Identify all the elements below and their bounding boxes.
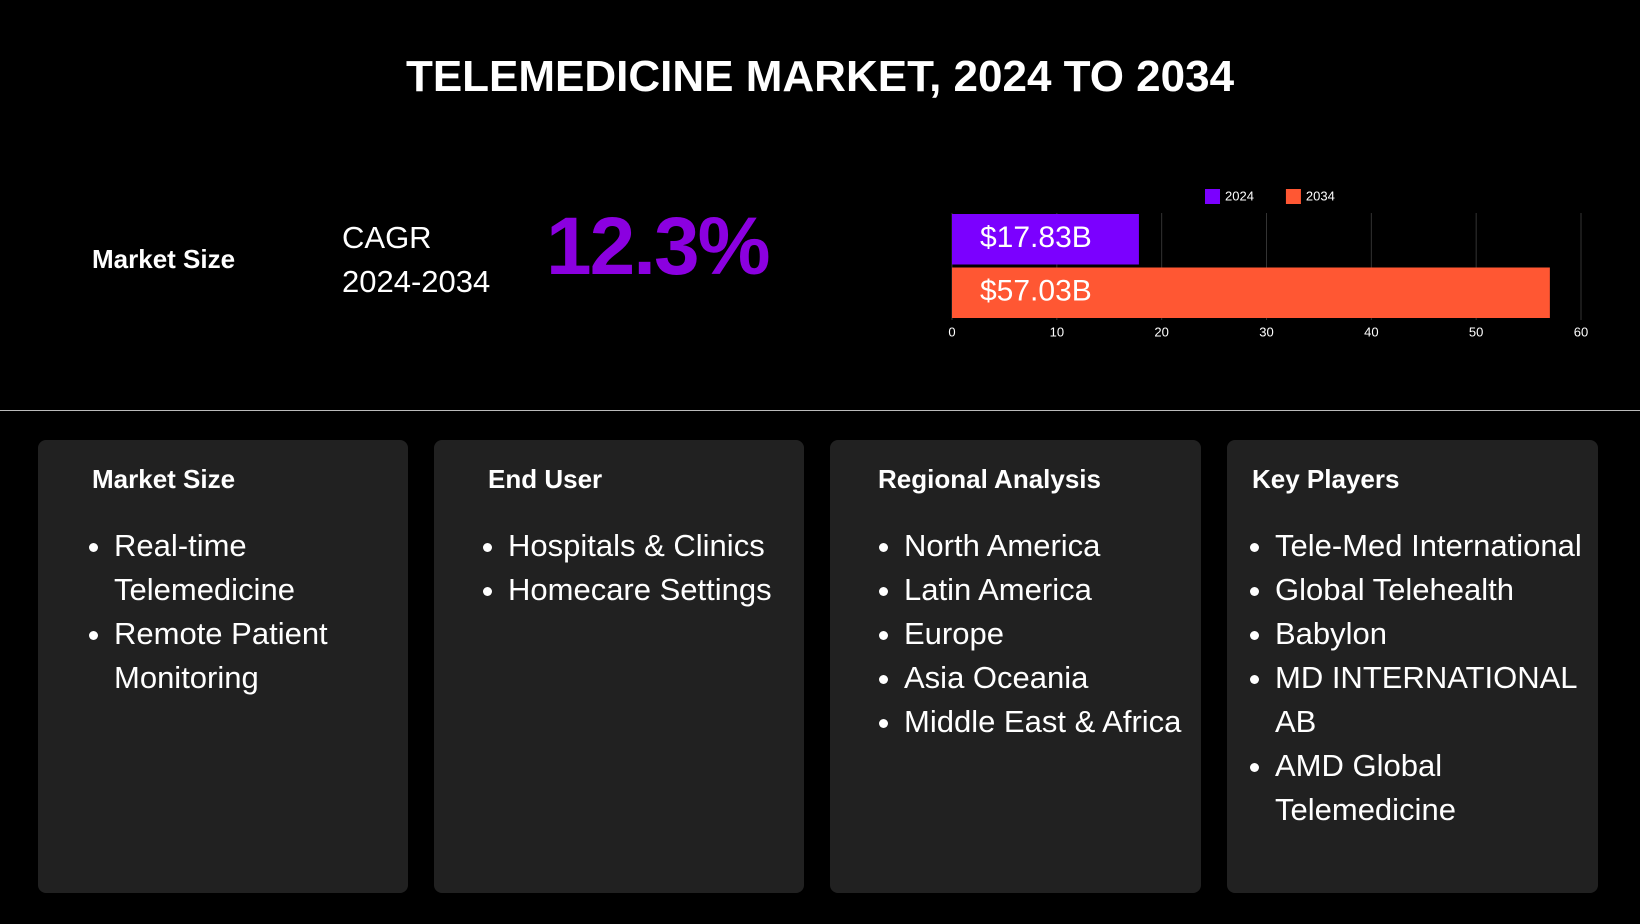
x-tick-label: 40	[1364, 324, 1378, 339]
card: End User Hospitals & ClinicsHomecare Sett…	[434, 440, 804, 893]
bar	[952, 214, 1139, 265]
page-title: TELEMEDICINE MARKET, 2024 TO 2034	[405, 52, 1235, 101]
card-title: End User	[488, 464, 603, 494]
card-list: Hospitals & ClinicsHomecare Settings	[474, 524, 790, 612]
x-tick-label: 20	[1154, 324, 1168, 339]
legend-label: 2034	[1306, 188, 1335, 203]
cagr-value: 12.3%	[546, 201, 771, 292]
x-tick-label: 30	[1259, 324, 1273, 339]
bar	[952, 267, 1550, 318]
card-item: Babylon	[1275, 612, 1584, 656]
card-item: AMD Global Telemedicine	[1275, 744, 1584, 832]
card: Regional Analysis North AmericaLatin Amer…	[830, 440, 1201, 893]
card-title: Key Players	[1252, 464, 1400, 494]
legend-swatch	[1205, 189, 1220, 204]
x-tick-label: 60	[1574, 324, 1588, 339]
card-item: Remote Patient Monitoring	[114, 612, 394, 700]
card-item: Tele-Med International	[1275, 524, 1584, 568]
card-item: Middle East & Africa	[904, 700, 1187, 744]
card-item: Latin America	[904, 568, 1187, 612]
card-title: Market Size	[92, 464, 236, 494]
legend-swatch	[1285, 189, 1301, 204]
card-item: North America	[904, 524, 1187, 568]
card-item: Europe	[904, 612, 1187, 656]
card-list: North AmericaLatin AmericaEuropeAsia Oce…	[870, 524, 1187, 744]
card-item: Hospitals & Clinics	[508, 524, 790, 568]
card-list: Real-time TelemedicineRemote Patient Mon…	[80, 524, 394, 700]
card: Market Size Real-time TelemedicineRemote …	[38, 440, 408, 893]
x-tick-label: 10	[1050, 324, 1064, 339]
card-item: Asia Oceania	[904, 656, 1187, 700]
summary-label: Market Size	[92, 244, 236, 274]
card-item: Global Telehealth	[1275, 568, 1584, 612]
card-title: Regional Analysis	[878, 464, 1101, 494]
card: Key Players Tele-Med InternationalGlobal …	[1227, 440, 1598, 893]
x-tick-label: 50	[1469, 324, 1483, 339]
data-label: $57.03B	[980, 275, 1092, 308]
cagr-label: CAGR 2024-2034	[342, 216, 490, 304]
card-item: Homecare Settings	[508, 568, 790, 612]
cagr-period: 2024-2034	[342, 264, 491, 299]
chart: 0 10 20 30 40 50 60 $17.83B $57.03B 2024 2034	[948, 188, 1588, 339]
data-label: $17.83B	[980, 221, 1092, 254]
separator	[0, 410, 1640, 411]
card-list: Tele-Med InternationalGlobal TelehealthB…	[1241, 524, 1584, 832]
legend-label: 2024	[1225, 188, 1254, 203]
card-item: MD INTERNATIONAL AB	[1275, 656, 1584, 744]
x-tick-label: 0	[948, 324, 955, 339]
cagr-text: CAGR	[342, 220, 432, 255]
card-item: Real-time Telemedicine	[114, 524, 394, 612]
